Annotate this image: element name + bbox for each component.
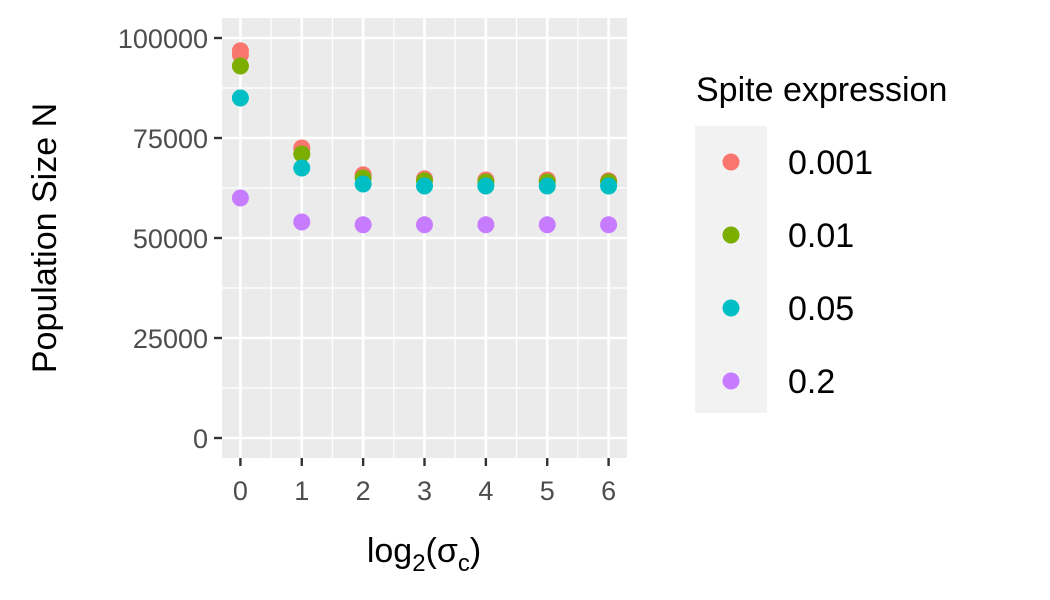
x-axis: 0 1 2 3 4 5 6 (233, 458, 616, 506)
legend-key (722, 299, 740, 317)
x-tick-label: 4 (478, 476, 493, 506)
legend-title: Spite expression (696, 71, 947, 109)
data-point (416, 216, 433, 234)
data-point (293, 213, 311, 231)
data-point (477, 177, 495, 195)
y-axis: 0 25000 50000 75000 100000 (118, 24, 222, 454)
y-axis-title: Population Size N (26, 103, 64, 373)
x-title-sub: 2 (412, 550, 425, 577)
y-tick-label: 75000 (133, 124, 208, 154)
x-title-open: ( (426, 532, 438, 570)
grid-major (222, 18, 627, 458)
data-point (538, 177, 556, 195)
x-axis-title: log2(σc) (367, 532, 481, 577)
legend-label: 0.001 (788, 144, 873, 182)
legend-key-background (695, 126, 767, 413)
data-point (231, 89, 249, 107)
x-tick-label: 6 (601, 476, 616, 506)
x-tick-label: 3 (417, 476, 432, 506)
y-tick-label: 100000 (118, 24, 208, 54)
data-point (293, 145, 311, 163)
legend-key (722, 153, 740, 171)
legend-key (722, 372, 740, 390)
x-title-sigma-sub: c (458, 550, 470, 577)
data-point (354, 216, 372, 234)
x-tick-label: 1 (294, 476, 309, 506)
x-tick-label: 0 (233, 476, 248, 506)
data-point (231, 57, 249, 75)
data-point (538, 216, 556, 234)
x-title-log: log (367, 532, 412, 570)
data-point (600, 177, 618, 195)
legend-key (722, 226, 740, 244)
x-title-sigma: σ (437, 532, 458, 570)
x-title-close: ) (470, 532, 481, 570)
data-point (600, 216, 618, 234)
data-point (416, 177, 433, 195)
data-point (231, 189, 249, 207)
y-tick-label: 0 (193, 424, 208, 454)
x-tick-label: 2 (356, 476, 371, 506)
y-tick-label: 50000 (133, 224, 208, 254)
data-points (231, 42, 618, 234)
legend: 0.001 0.01 0.05 0.2 (722, 144, 873, 401)
y-tick-label: 25000 (133, 324, 208, 354)
data-point (354, 175, 372, 193)
legend-label: 0.01 (788, 217, 854, 255)
legend-label: 0.2 (788, 363, 835, 401)
data-point (293, 159, 311, 177)
data-point (477, 216, 495, 234)
legend-label: 0.05 (788, 290, 854, 328)
x-tick-label: 5 (540, 476, 555, 506)
